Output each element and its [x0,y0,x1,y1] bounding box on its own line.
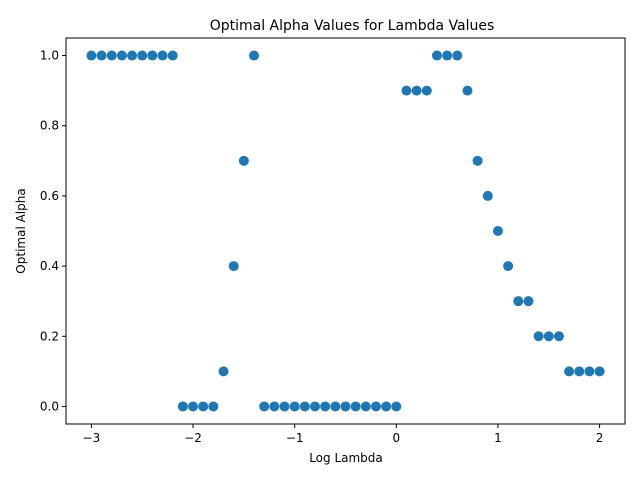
data-point [442,50,453,61]
x-tick-label: 0 [392,431,400,445]
data-point [421,85,432,96]
data-point [269,401,280,412]
y-axis-ticks: 0.0 0.2 0.4 0.6 0.8 1.0 [40,49,66,413]
data-point [574,366,585,377]
data-point [279,401,290,412]
data-point [452,50,463,61]
x-tick-label: 2 [596,431,604,445]
data-point [188,401,199,412]
data-point [157,50,168,61]
data-point [492,226,503,236]
y-tick-label: 0.2 [40,329,59,343]
data-point [289,401,300,412]
chart-title: Optimal Alpha Values for Lambda Values [210,18,495,34]
x-tick-label: −1 [286,431,304,445]
data-point [564,366,575,377]
data-point [360,401,371,412]
data-point [553,331,564,342]
data-point [401,85,412,96]
data-point [198,401,209,412]
y-tick-label: 0.0 [40,399,59,413]
y-tick-label: 0.6 [40,189,59,203]
y-tick-label: 0.8 [40,119,59,133]
data-point [86,50,97,61]
data-point [482,190,493,201]
data-point [350,401,361,412]
data-point [310,401,321,412]
data-point [584,366,595,377]
x-tick-label: 1 [494,431,502,445]
data-point [431,50,442,61]
data-point [391,401,402,412]
data-point [147,50,158,61]
data-point [238,155,249,166]
data-point [503,261,514,272]
data-point [513,296,524,307]
x-tick-label: −3 [83,431,101,445]
y-tick-label: 1.0 [40,49,59,63]
data-point [462,85,473,96]
x-axis-label: Log Lambda [309,451,383,465]
data-point [177,401,188,412]
plot-frame [65,37,626,425]
data-point [472,155,483,166]
data-point [381,401,392,412]
data-point [167,50,178,61]
data-point [218,366,229,377]
data-point [299,401,310,412]
y-axis-label: Optimal Alpha [14,188,28,273]
data-point [533,331,544,342]
data-point [208,401,219,412]
data-point [320,401,331,412]
data-point [523,296,534,307]
data-point [116,50,127,61]
data-point [370,401,381,412]
data-point [411,85,422,96]
x-axis-ticks: −3 −2 −1 0 1 2 [83,424,604,445]
data-point [127,50,138,61]
data-point [106,50,117,61]
data-points [86,50,605,412]
data-point [340,401,351,412]
data-point [96,50,107,61]
data-point [259,401,270,412]
data-point [137,50,148,61]
x-tick-label: −2 [184,431,202,445]
data-point [330,401,341,412]
y-tick-label: 0.4 [40,259,59,273]
data-point [249,50,260,61]
data-point [594,366,605,377]
data-point [228,261,239,272]
data-point [543,331,554,342]
